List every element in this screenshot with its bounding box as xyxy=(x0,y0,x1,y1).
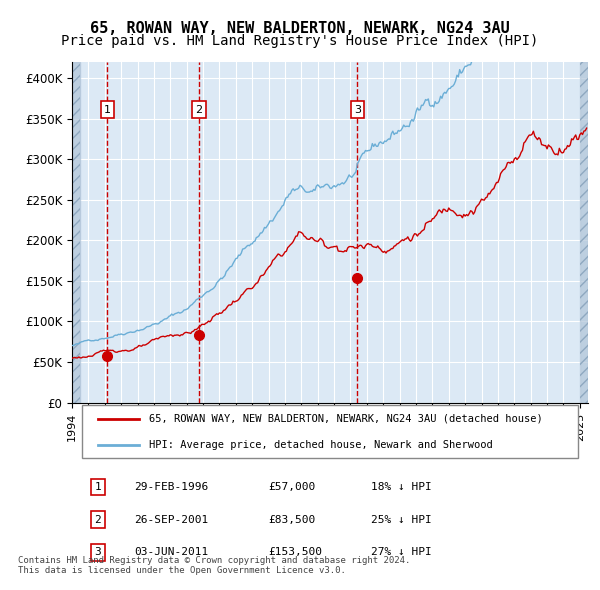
Bar xyxy=(580,62,588,402)
Text: 3: 3 xyxy=(94,548,101,558)
Text: Price paid vs. HM Land Registry's House Price Index (HPI): Price paid vs. HM Land Registry's House … xyxy=(61,34,539,48)
Text: £153,500: £153,500 xyxy=(268,548,322,558)
Text: 65, ROWAN WAY, NEW BALDERTON, NEWARK, NG24 3AU: 65, ROWAN WAY, NEW BALDERTON, NEWARK, NG… xyxy=(90,21,510,35)
Text: HPI: Average price, detached house, Newark and Sherwood: HPI: Average price, detached house, Newa… xyxy=(149,440,493,450)
Text: £57,000: £57,000 xyxy=(268,482,316,492)
Text: 1: 1 xyxy=(104,104,111,114)
Text: £83,500: £83,500 xyxy=(268,514,316,525)
Text: 26-SEP-2001: 26-SEP-2001 xyxy=(134,514,208,525)
Text: 65, ROWAN WAY, NEW BALDERTON, NEWARK, NG24 3AU (detached house): 65, ROWAN WAY, NEW BALDERTON, NEWARK, NG… xyxy=(149,414,543,424)
Text: 3: 3 xyxy=(354,104,361,114)
Text: 29-FEB-1996: 29-FEB-1996 xyxy=(134,482,208,492)
Text: 2: 2 xyxy=(195,104,202,114)
Text: 03-JUN-2011: 03-JUN-2011 xyxy=(134,548,208,558)
Text: 27% ↓ HPI: 27% ↓ HPI xyxy=(371,548,432,558)
Text: 18% ↓ HPI: 18% ↓ HPI xyxy=(371,482,432,492)
Bar xyxy=(72,62,80,402)
Text: 2: 2 xyxy=(94,514,101,525)
Text: Contains HM Land Registry data © Crown copyright and database right 2024.
This d: Contains HM Land Registry data © Crown c… xyxy=(18,556,410,575)
FancyBboxPatch shape xyxy=(82,405,578,458)
Text: 25% ↓ HPI: 25% ↓ HPI xyxy=(371,514,432,525)
Text: 1: 1 xyxy=(94,482,101,492)
